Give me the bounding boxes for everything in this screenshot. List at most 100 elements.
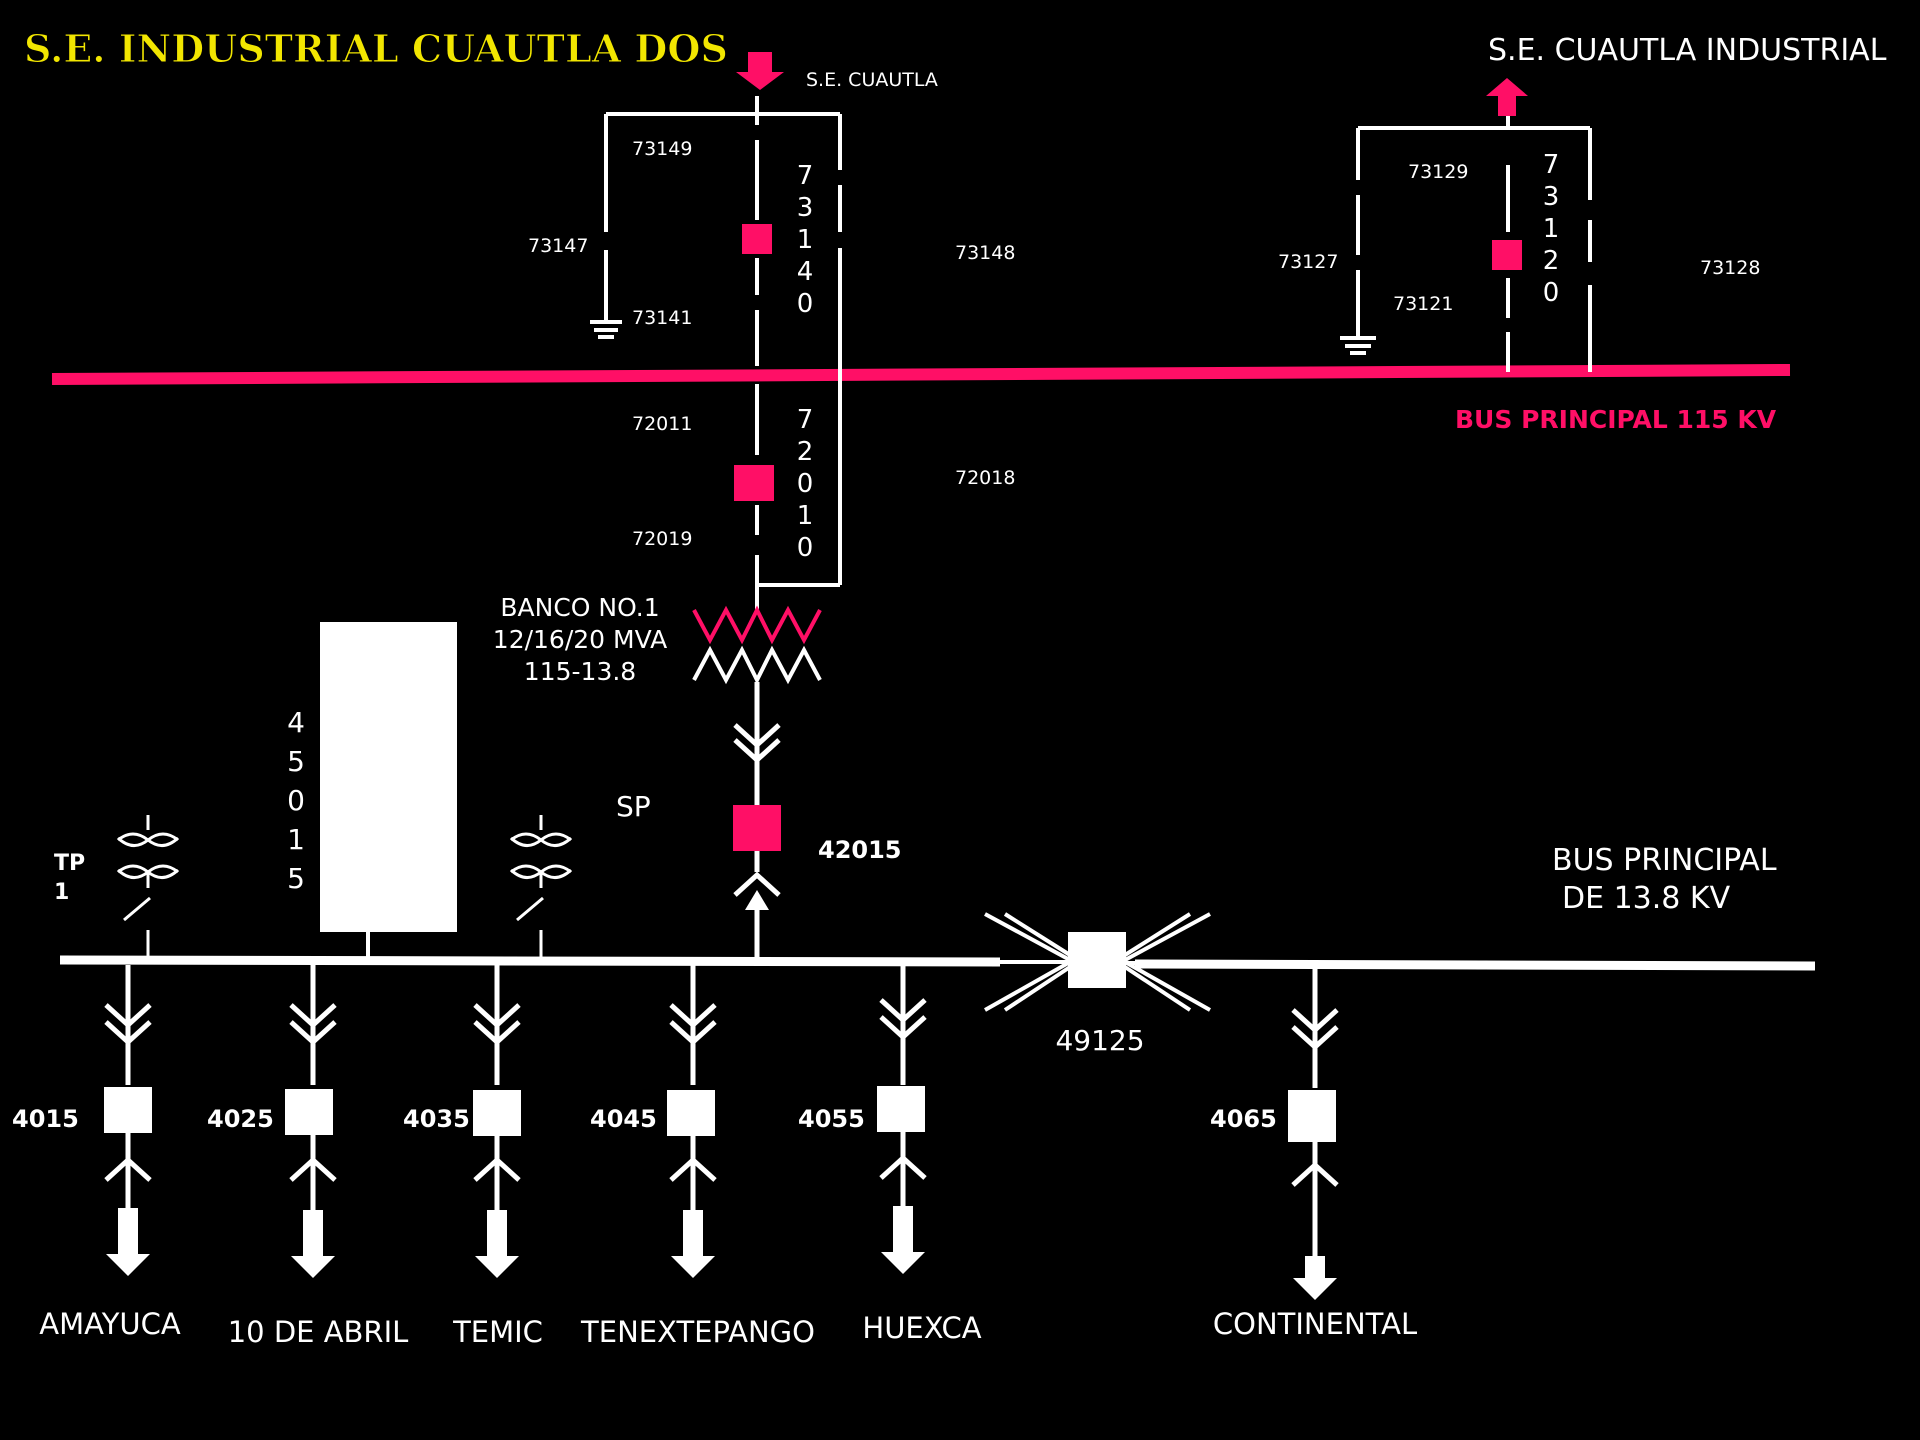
feeder-continental: 4065 CONTINENTAL [1210,968,1417,1341]
feeder-arrow-icon [106,1208,150,1276]
svg-text:0: 0 [1543,278,1560,308]
svg-text:0: 0 [797,469,814,499]
bus-13-8kv-a [59,955,1001,967]
breaker-4015-label: 4015 [12,1105,79,1133]
breaker-4045 [667,1090,715,1136]
svg-text:1: 1 [797,501,814,531]
breaker-4025-label: 4025 [207,1105,274,1133]
feeder-arrow-icon [1293,1256,1337,1300]
svg-text:3: 3 [1543,182,1560,212]
feeder-tenextepango: 4045 TENEXTEPANGO [580,965,815,1349]
feeder-name-continental: CONTINENTAL [1213,1307,1417,1341]
breaker-73140 [742,224,772,254]
breaker-42015-label: 42015 [818,836,902,864]
feeder-amayuca: 4015 AMAYUCA [12,965,181,1341]
incoming-arrow-icon [736,52,784,90]
feeder-arrow-icon [291,1210,335,1278]
tp1-label-1: TP [54,851,85,876]
svg-text:7: 7 [1543,150,1560,180]
svg-text:5: 5 [287,745,305,778]
bus-13-8kv-b [1134,959,1816,971]
tie-breaker-49125 [984,912,1211,1012]
bay-cuautla: S.E. CUAUTLA 73149 73147 73141 73148 7 3… [528,52,1015,585]
switch-73149: 73149 [632,138,692,160]
feeder-temic: 4035 TEMIC [403,965,543,1349]
feeder-arrow-icon [881,1206,925,1274]
sp-label: SP [616,790,651,823]
switch-73127: 73127 [1278,251,1338,273]
feeder-arrow-icon [671,1210,715,1278]
svg-text:1: 1 [287,823,305,856]
breaker-72010-label: 7 2 0 1 0 [797,405,814,563]
outgoing-arrow-icon [1486,78,1528,116]
breaker-4025 [285,1089,333,1135]
svg-text:1: 1 [797,225,814,255]
transformer-bank-1: BANCO NO.1 12/16/20 MVA 115-13.8 [493,593,822,686]
breaker-42015 [733,805,781,851]
svg-text:4: 4 [797,257,814,287]
feeder-arrow-icon [475,1210,519,1278]
bus-115kv-label: BUS PRINCIPAL 115 KV [1455,405,1777,434]
switch-73121: 73121 [1393,293,1453,315]
breaker-4055-label: 4055 [798,1105,865,1133]
diagram-title: S.E. INDUSTRIAL CUAUTLA DOS [24,26,728,71]
tp1-label-2: 1 [54,880,69,905]
svg-text:2: 2 [1543,246,1560,276]
potential-transformer-2-icon [509,815,573,958]
breaker-73120-label: 7 3 1 2 0 [1543,150,1560,308]
bay-transformer-115: 72011 72018 72019 7 2 0 1 0 [632,384,1015,610]
feeder-10-de-abril: 4025 10 DE ABRIL [207,965,408,1349]
feeder-name-tenextepango: TENEXTEPANGO [580,1315,815,1349]
potential-transformer-tp1-icon [116,815,180,958]
breaker-4065 [1288,1090,1336,1142]
transformer-secondary-winding-icon [692,645,822,685]
breaker-4035 [473,1090,521,1136]
breaker-4015 [104,1087,152,1133]
breaker-49125 [1068,932,1126,988]
bank-45015-label: 4 5 0 1 5 [287,706,305,895]
source-cuautla-industrial: S.E. CUAUTLA INDUSTRIAL [1488,33,1887,68]
svg-text:7: 7 [797,405,814,435]
transformer-primary-winding-icon [692,605,822,645]
breaker-4035-label: 4035 [403,1105,470,1133]
bus-13-8kv-label-1: BUS PRINCIPAL [1552,843,1777,878]
switch-73148: 73148 [955,242,1015,264]
svg-text:0: 0 [797,533,814,563]
breaker-4045-label: 4045 [590,1105,657,1133]
svg-text:3: 3 [797,193,814,223]
feeder-huexca: 4055 HUEXCA [798,965,982,1345]
switch-72019: 72019 [632,528,692,550]
feeder-name-amayuca: AMAYUCA [39,1307,181,1341]
bank-voltage: 115-13.8 [524,657,636,686]
bay-cuautla-industrial: S.E. CUAUTLA INDUSTRIAL 73129 73127 7312… [1278,33,1887,372]
svg-text:4: 4 [287,706,305,739]
svg-text:0: 0 [287,784,305,817]
bank-rating: 12/16/20 MVA [493,625,667,654]
incomer-42015 [733,682,781,960]
breaker-4065-label: 4065 [1210,1105,1277,1133]
switch-72018: 72018 [955,467,1015,489]
svg-text:0: 0 [797,289,814,319]
switch-73129: 73129 [1408,161,1468,183]
switch-73147: 73147 [528,235,588,257]
capacitor-bank-45015 [320,622,457,932]
svg-text:7: 7 [797,161,814,191]
bus-115kv [51,364,1791,385]
feeder-name-huexca: HUEXCA [862,1311,981,1345]
switch-73141: 73141 [632,307,692,329]
feeder-name-temic: TEMIC [452,1315,543,1349]
feeder-name-10-de-abril: 10 DE ABRIL [228,1315,409,1349]
breaker-73140-label: 7 3 1 4 0 [797,161,814,319]
switch-72011: 72011 [632,413,692,435]
bank-name: BANCO NO.1 [500,593,659,622]
svg-text:1: 1 [1543,214,1560,244]
breaker-72010 [734,465,774,501]
breaker-4055 [877,1086,925,1132]
svg-text:2: 2 [797,437,814,467]
svg-text:5: 5 [287,862,305,895]
source-cuautla: S.E. CUAUTLA [806,69,938,91]
breaker-49125-label: 49125 [1055,1024,1144,1057]
breaker-73120 [1492,240,1522,270]
switch-73128: 73128 [1700,257,1760,279]
